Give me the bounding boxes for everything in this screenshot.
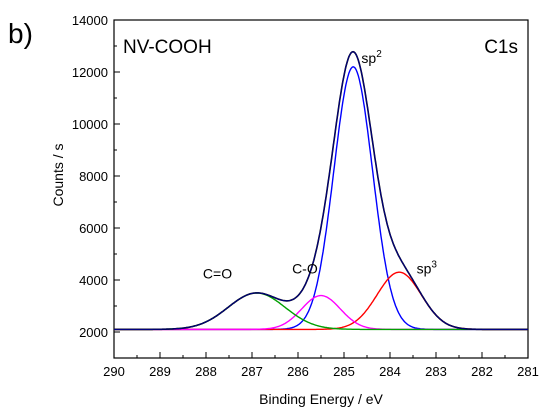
annotation-label: sp3: [417, 260, 438, 277]
y-axis: 2000 4000 6000 8000 10000 12000 14000: [72, 13, 120, 340]
fit-envelope: [114, 51, 528, 330]
x-tick-label: 288: [195, 364, 217, 379]
panel-label: b): [8, 18, 33, 49]
fit-component-ceqo: [114, 292, 528, 331]
y-tick-label: 10000: [72, 117, 108, 132]
x-tick-label: 287: [241, 364, 263, 379]
y-tick-label: 14000: [72, 13, 108, 28]
plot-area: [113, 19, 529, 359]
x-tick-label: 284: [379, 364, 401, 379]
x-tick-label: 283: [425, 364, 447, 379]
x-tick-label: 286: [287, 364, 309, 379]
x-tick-label: 289: [149, 364, 171, 379]
y-tick-label: 12000: [72, 65, 108, 80]
x-tick-label: 290: [103, 364, 125, 379]
x-axis-title: Binding Energy / eV: [259, 391, 383, 407]
sample-label: NV-COOH: [123, 37, 212, 58]
y-tick-label: 6000: [79, 221, 108, 236]
peak-annotations: sp2 sp3 C-O C=O: [203, 49, 438, 282]
plot-frame: [113, 19, 529, 359]
annotation-label: C=O: [203, 266, 232, 282]
annotation-label: C-O: [292, 261, 318, 277]
x-tick-label: 281: [517, 364, 539, 379]
y-tick-label: 4000: [79, 273, 108, 288]
fit-component-sp3: [114, 271, 528, 331]
measured-spectrum: [114, 50, 528, 331]
region-label: C1s: [484, 37, 518, 58]
fit-component-c-o: [114, 294, 528, 331]
x-tick-label: 285: [333, 364, 355, 379]
fit-curves: [114, 50, 528, 331]
x-axis: 290 289 288 287 286 285 284 283 282 281: [103, 352, 539, 379]
annotation-label: sp2: [361, 49, 382, 66]
y-tick-label: 2000: [79, 325, 108, 340]
x-tick-label: 282: [471, 364, 493, 379]
y-axis-title: Counts / s: [50, 143, 66, 206]
y-tick-label: 8000: [79, 169, 108, 184]
fit-component-sp2: [114, 66, 528, 331]
